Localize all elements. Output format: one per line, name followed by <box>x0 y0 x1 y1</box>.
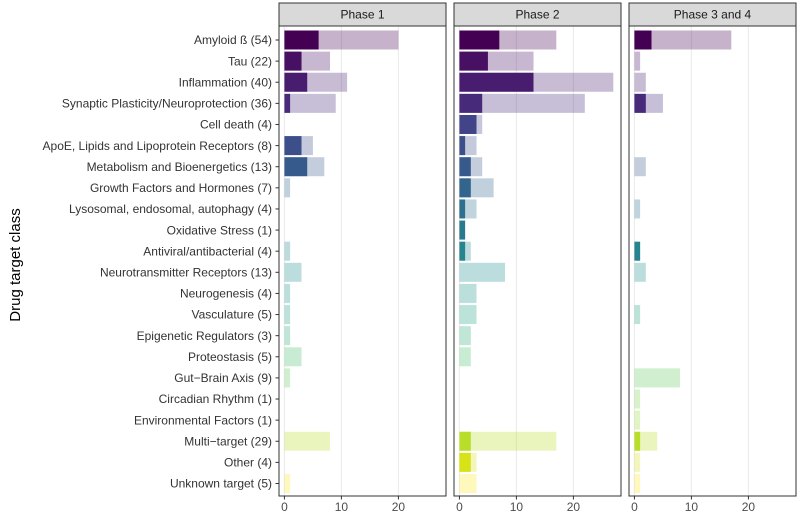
bar-subset <box>459 93 483 113</box>
category-label: Proteostasis (5) <box>188 350 272 364</box>
category-label: Epigenetic Regulators (3) <box>137 329 272 343</box>
x-tick-label: 0 <box>456 500 463 514</box>
bar-total <box>459 326 471 346</box>
category-labels: Amyloid ß (54) Tau (22) Inflammation (40) S… <box>43 33 279 491</box>
x-tick-label: 20 <box>567 500 581 514</box>
bar-subset <box>459 220 466 240</box>
bar-subset <box>284 30 319 50</box>
bar-total <box>634 410 641 430</box>
category-label: Unknown target (5) <box>170 477 272 491</box>
category-label: Synaptic Plasticity/Neuroprotection (36) <box>62 97 272 111</box>
bar-total <box>284 262 302 282</box>
bar-subset <box>284 93 291 113</box>
bar-total <box>459 262 506 282</box>
category-label: Tau (22) <box>228 54 272 68</box>
category-label: Neurotransmitter Receptors (13) <box>100 266 272 280</box>
category-label: Inflammation (40) <box>179 75 272 89</box>
bar-total <box>284 347 302 367</box>
bar-subset <box>459 30 500 50</box>
bar-subset <box>284 136 302 156</box>
bar-total <box>634 368 681 388</box>
panel-3: Phase 3 and 4 0 10 20 <box>628 2 797 514</box>
bar-subset <box>459 136 466 156</box>
bar-total <box>634 305 641 325</box>
category-label: Metabolism and Bioenergetics (13) <box>87 160 272 174</box>
bar-total <box>634 51 641 71</box>
category-label: Environmental Factors (1) <box>134 413 272 427</box>
panel-2: Phase 2 0 10 20 <box>453 2 622 514</box>
bar-total <box>284 178 291 198</box>
bar-total <box>634 157 646 177</box>
bar-subset <box>634 431 641 451</box>
bar-total <box>459 93 585 113</box>
x-tick-label: 20 <box>392 500 406 514</box>
category-label: Multi−target (29) <box>184 434 272 448</box>
category-label: Lysosomal, endosomal, autophagy (4) <box>69 202 272 216</box>
bar-subset <box>284 72 308 92</box>
bar-subset <box>459 452 471 472</box>
bar-subset <box>459 51 488 71</box>
bar-total <box>634 389 641 409</box>
bar-total <box>284 326 291 346</box>
panel-border <box>278 25 447 497</box>
bar-total <box>634 30 732 50</box>
bar-subset <box>459 431 471 451</box>
category-label: Circadian Rhythm (1) <box>159 392 272 406</box>
panel-1: Phase 1 0 10 20 <box>278 2 447 514</box>
category-label: Gut−Brain Axis (9) <box>174 371 272 385</box>
category-label: Other (4) <box>224 456 272 470</box>
bar-total <box>634 452 641 472</box>
bar-subset <box>634 93 646 113</box>
bar-subset <box>459 114 477 134</box>
bar-total <box>459 474 477 493</box>
panel-border <box>628 25 797 497</box>
category-label: Vasculature (5) <box>192 308 272 322</box>
category-label: ApoE, Lipids and Lipoprotein Receptors (… <box>43 139 272 153</box>
bar-total <box>459 283 477 303</box>
bar-subset <box>459 178 471 198</box>
category-label: Cell death (4) <box>200 118 272 132</box>
bar-subset <box>284 157 308 177</box>
category-label: Neurogenesis (4) <box>180 287 272 301</box>
x-tick-label: 0 <box>631 500 638 514</box>
bar-total <box>459 347 471 367</box>
bar-total <box>459 431 557 451</box>
bar-total <box>459 305 477 325</box>
bar-total <box>284 305 291 325</box>
panel-title: Phase 3 and 4 <box>674 8 752 22</box>
category-label: Growth Factors and Hormones (7) <box>90 181 272 195</box>
bar-total <box>284 474 291 493</box>
bar-subset <box>459 199 466 219</box>
bar-total <box>284 283 291 303</box>
bar-total <box>634 474 641 493</box>
bar-total <box>634 199 641 219</box>
bar-subset <box>634 30 652 50</box>
x-tick-label: 10 <box>685 500 699 514</box>
panel-border <box>453 25 622 497</box>
panel-title: Phase 1 <box>340 8 384 22</box>
category-label: Oxidative Stress (1) <box>167 223 272 237</box>
bar-subset <box>459 241 466 261</box>
bar-subset <box>634 241 641 261</box>
bar-subset <box>284 51 302 71</box>
x-tick-label: 0 <box>281 500 288 514</box>
bar-subset <box>459 72 534 92</box>
category-label: Antiviral/antibacterial (4) <box>143 244 272 258</box>
bar-subset <box>459 157 471 177</box>
bar-total <box>284 368 291 388</box>
bar-total <box>634 262 646 282</box>
phase-panels: Phase 1 0 10 20 Phase 2 0 10 20 Phase 3 and 4 0 10… <box>278 2 797 514</box>
bar-total <box>284 431 331 451</box>
x-tick-label: 10 <box>335 500 349 514</box>
bar-total <box>284 241 291 261</box>
x-tick-label: 20 <box>742 500 756 514</box>
category-label: Amyloid ß (54) <box>194 33 272 47</box>
panel-title: Phase 2 <box>515 8 559 22</box>
bar-total <box>284 93 336 113</box>
y-axis-title: Drug target class <box>7 208 24 321</box>
x-tick-label: 10 <box>510 500 524 514</box>
bar-total <box>634 72 646 92</box>
